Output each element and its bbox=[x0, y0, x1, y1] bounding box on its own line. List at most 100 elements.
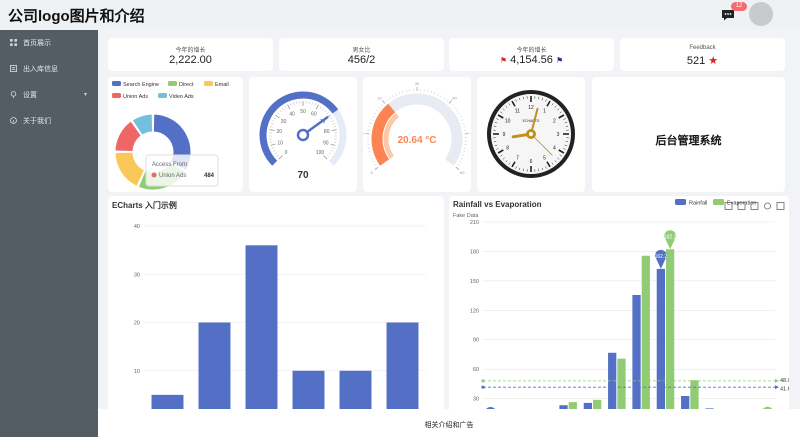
mark-point-pin[interactable]: 162.2 bbox=[655, 249, 668, 269]
bar-switch-icon[interactable] bbox=[750, 202, 759, 210]
svg-text:Email: Email bbox=[215, 82, 229, 88]
svg-text:60: 60 bbox=[460, 170, 465, 175]
temperature-gauge-card: 0 10 20 30 40 50 60 20.64 °C bbox=[359, 77, 476, 192]
svg-text:Video Ads: Video Ads bbox=[169, 94, 194, 100]
chevron-down-icon: ▾ bbox=[84, 92, 88, 98]
svg-text:6: 6 bbox=[530, 159, 533, 165]
svg-text:60: 60 bbox=[311, 112, 317, 118]
legend-item[interactable]: Direct bbox=[168, 81, 194, 88]
star-icon: ★ bbox=[708, 55, 719, 67]
mark-point-pin[interactable]: 182.2 bbox=[664, 230, 677, 250]
svg-text:100: 100 bbox=[316, 150, 325, 156]
top-header: 公司logo图片和介绍 12 bbox=[0, 0, 800, 30]
svg-text:50: 50 bbox=[470, 131, 471, 136]
stat-card-growth-flagged: 今年的增长 ⚑ 4,154.56 ⚑ bbox=[449, 38, 614, 71]
legend-item[interactable]: Email bbox=[204, 81, 229, 88]
svg-text:Search Engine: Search Engine bbox=[123, 82, 159, 88]
stat-card-growth: 今年的增长 2,222.00 bbox=[108, 38, 273, 71]
legend-item[interactable]: Union Ads bbox=[112, 93, 148, 100]
stat-title: 今年的增长 bbox=[175, 48, 206, 54]
bar[interactable] bbox=[386, 322, 419, 420]
svg-text:1: 1 bbox=[543, 109, 546, 115]
bar-rainfall[interactable] bbox=[656, 268, 665, 428]
bar-chart[interactable]: ECharts 入门示例010203040衬衫羊毛衫雪纺衫裤子高跟鞋袜子 bbox=[108, 196, 444, 437]
gauge-progress bbox=[259, 91, 339, 166]
sidebar: 首页展示 出入库信息 设置 ▾ 关于我们 bbox=[0, 30, 98, 437]
svg-text:50: 50 bbox=[300, 109, 306, 115]
svg-text:182.2: 182.2 bbox=[664, 234, 677, 240]
admin-title-card: 后台管理系统 bbox=[592, 77, 785, 192]
svg-text:30: 30 bbox=[415, 81, 420, 86]
company-logo-title[interactable]: 公司logo图片和介绍 bbox=[8, 8, 145, 25]
svg-text:Direct: Direct bbox=[179, 82, 194, 88]
legend-item[interactable]: Search Engine bbox=[112, 81, 159, 88]
svg-text:ECHARTS: ECHARTS bbox=[523, 119, 540, 123]
stat-card-gender-ratio: 男女比 456/2 bbox=[279, 38, 444, 71]
message-icon[interactable] bbox=[721, 9, 735, 21]
svg-text:80: 80 bbox=[324, 129, 330, 135]
rainfall-chart[interactable]: Rainfall vs Evaporation Fake Data Rainfall… bbox=[449, 196, 794, 437]
svg-text:Union Ads: Union Ads bbox=[159, 173, 186, 179]
clock-card: 1 2 3 4 5 6 7 8 9 10 11 12 ECHARTS bbox=[477, 77, 585, 192]
bar-evaporation[interactable] bbox=[666, 249, 675, 428]
info-icon bbox=[10, 117, 17, 124]
legend-item[interactable]: Video Ads bbox=[158, 93, 194, 100]
pie-slice[interactable] bbox=[114, 151, 146, 188]
footer-text: 相关介绍和广告 bbox=[424, 422, 474, 429]
stat-card-feedback: Feedback 521 ★ bbox=[620, 38, 785, 71]
chart-title: Rainfall vs Evaporation bbox=[453, 200, 542, 209]
bar-evaporation[interactable] bbox=[641, 255, 650, 428]
svg-text:10: 10 bbox=[505, 119, 511, 125]
grid-icon bbox=[10, 39, 17, 46]
legend-item-rainfall[interactable]: Rainfall bbox=[675, 199, 707, 207]
line-switch-icon[interactable] bbox=[737, 202, 746, 210]
svg-text:20: 20 bbox=[277, 129, 283, 135]
location-icon bbox=[10, 91, 17, 98]
y-tick-label: 150 bbox=[470, 279, 479, 285]
svg-text:9: 9 bbox=[503, 132, 506, 138]
pie-slice[interactable] bbox=[131, 113, 154, 136]
svg-text:3: 3 bbox=[557, 132, 560, 138]
svg-text:162.2: 162.2 bbox=[655, 254, 668, 260]
sidebar-item-home[interactable]: 首页展示 bbox=[0, 30, 98, 56]
sidebar-item-about[interactable]: 关于我们 bbox=[0, 108, 98, 134]
user-avatar[interactable] bbox=[749, 2, 773, 26]
svg-text:10: 10 bbox=[363, 131, 364, 136]
speed-gauge-card: 010203040506070809010070 bbox=[249, 77, 357, 192]
svg-text:Access From: Access From bbox=[152, 162, 187, 168]
chart-title: ECharts 入门示例 bbox=[112, 200, 177, 210]
y-tick-label: 210 bbox=[470, 220, 479, 226]
svg-text:40: 40 bbox=[452, 95, 457, 100]
pie-tooltip: Access From Union Ads 484 bbox=[145, 154, 219, 187]
pie-slice[interactable] bbox=[114, 120, 143, 153]
bar[interactable] bbox=[198, 322, 231, 420]
svg-text:48.07: 48.07 bbox=[780, 378, 789, 384]
stat-value: ⚑ 4,154.56 ⚑ bbox=[499, 54, 564, 66]
sidebar-item-inventory[interactable]: 出入库信息 bbox=[0, 56, 98, 82]
save-image-icon[interactable] bbox=[776, 202, 785, 210]
bar-evaporation[interactable] bbox=[690, 380, 699, 428]
admin-system-title: 后台管理系统 bbox=[655, 135, 722, 147]
stat-title: Feedback bbox=[689, 45, 716, 51]
bar-rainfall[interactable] bbox=[632, 294, 641, 428]
y-tick-label: 60 bbox=[473, 367, 479, 373]
bar-rainfall[interactable] bbox=[608, 352, 617, 428]
donut-chart[interactable]: Search Engine Direct Email Union Ads Video A… bbox=[108, 77, 243, 192]
average-mark-line: 41.63 bbox=[481, 385, 794, 393]
svg-text:10: 10 bbox=[277, 140, 283, 146]
chart-toolbox bbox=[724, 202, 785, 210]
svg-text:12: 12 bbox=[528, 105, 534, 111]
svg-text:484: 484 bbox=[204, 173, 215, 179]
legend-item-evaporation[interactable]: Evaporation bbox=[713, 199, 756, 207]
data-view-icon[interactable] bbox=[724, 202, 733, 210]
y-tick-label: 90 bbox=[473, 338, 479, 344]
bar-evaporation[interactable] bbox=[617, 358, 626, 428]
rainfall-chart-card: Rainfall vs Evaporation Fake Data Rainfall… bbox=[449, 196, 794, 437]
sidebar-item-settings[interactable]: 设置 ▾ bbox=[0, 82, 98, 108]
bar[interactable] bbox=[245, 245, 278, 419]
restore-icon[interactable] bbox=[764, 202, 771, 210]
y-tick-label: 30 bbox=[473, 397, 479, 403]
y-tick-label: 10 bbox=[134, 369, 140, 375]
svg-text:5: 5 bbox=[543, 155, 546, 161]
